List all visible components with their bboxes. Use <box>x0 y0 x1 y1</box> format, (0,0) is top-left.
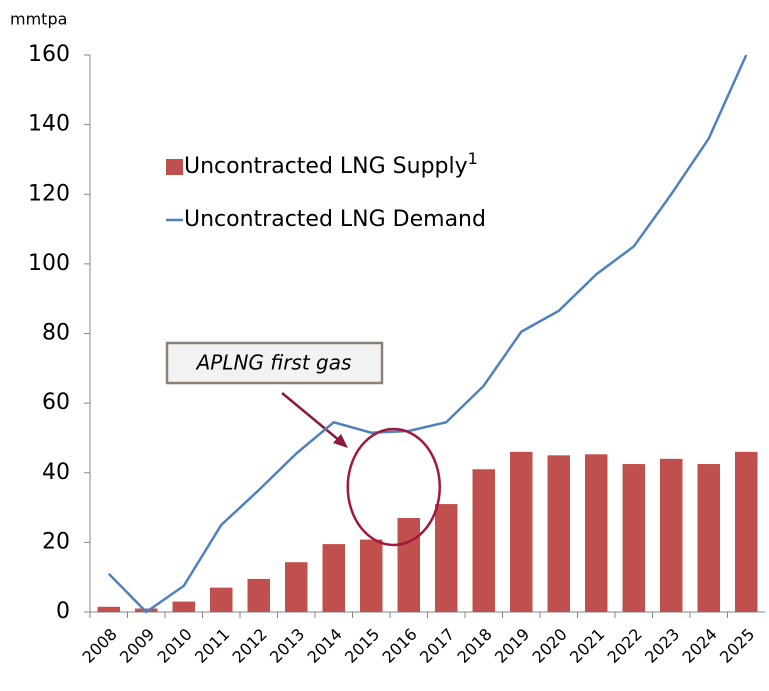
bar <box>697 464 720 612</box>
bar <box>172 601 195 612</box>
bar <box>360 539 383 612</box>
y-axis-label: mmtpa <box>10 10 67 29</box>
bar <box>322 544 345 612</box>
bar <box>547 455 570 612</box>
y-tick-label: 40 <box>42 460 70 485</box>
bar <box>210 587 233 612</box>
legend-swatch <box>166 159 183 175</box>
y-tick-label: 100 <box>28 251 70 276</box>
x-tick-label: 2011 <box>191 625 233 667</box>
x-tick-label: 2023 <box>641 625 683 667</box>
y-tick-label: 120 <box>28 181 70 206</box>
bar <box>622 464 645 612</box>
x-tick-label: 2021 <box>566 625 608 667</box>
x-tick-label: 2010 <box>154 625 196 667</box>
y-tick-label: 140 <box>28 112 70 137</box>
bar <box>435 504 458 612</box>
legend-superscript: 1 <box>468 149 478 168</box>
y-tick-label: 60 <box>42 390 70 415</box>
arrow-head <box>333 434 348 448</box>
x-tick-label: 2018 <box>454 625 496 667</box>
bar <box>97 606 120 612</box>
x-tick-label: 2025 <box>716 625 758 667</box>
bar <box>472 469 495 612</box>
line <box>107 54 748 614</box>
x-tick-label: 2022 <box>604 625 646 667</box>
x-tick-label: 2019 <box>491 625 533 667</box>
annotation-text: APLNG first gas <box>195 351 352 375</box>
y-tick-label: 20 <box>42 529 70 554</box>
x-tick-label: 2012 <box>229 625 271 667</box>
bar <box>397 518 420 612</box>
y-tick-label: 80 <box>42 321 70 346</box>
x-tick-label: 2009 <box>116 625 158 667</box>
x-tick-label: 2014 <box>304 625 346 667</box>
bar <box>660 458 683 612</box>
annotation-box <box>165 341 384 385</box>
bar <box>510 451 533 612</box>
legend-label: Uncontracted LNG Demand <box>184 207 486 232</box>
annotation-ellipse <box>346 427 441 547</box>
bar <box>735 451 758 612</box>
bar <box>585 454 608 612</box>
x-tick-label: 2008 <box>79 625 121 667</box>
bar <box>285 562 308 612</box>
legend-text: Uncontracted LNG Demand <box>184 207 486 232</box>
x-tick-label: 2020 <box>529 625 571 667</box>
legend-text: Uncontracted LNG Supply <box>184 154 468 179</box>
annotation-arrow <box>281 392 341 442</box>
bar <box>247 578 270 612</box>
y-tick-label: 0 <box>56 599 70 624</box>
y-tick-label: 160 <box>28 42 70 67</box>
legend-label: Uncontracted LNG Supply1 <box>184 149 478 180</box>
x-tick-label: 2016 <box>379 625 421 667</box>
x-tick-label: 2017 <box>416 625 458 667</box>
x-tick-label: 2013 <box>266 625 308 667</box>
x-tick-label: 2015 <box>341 625 383 667</box>
x-tick-label: 2024 <box>679 625 721 667</box>
